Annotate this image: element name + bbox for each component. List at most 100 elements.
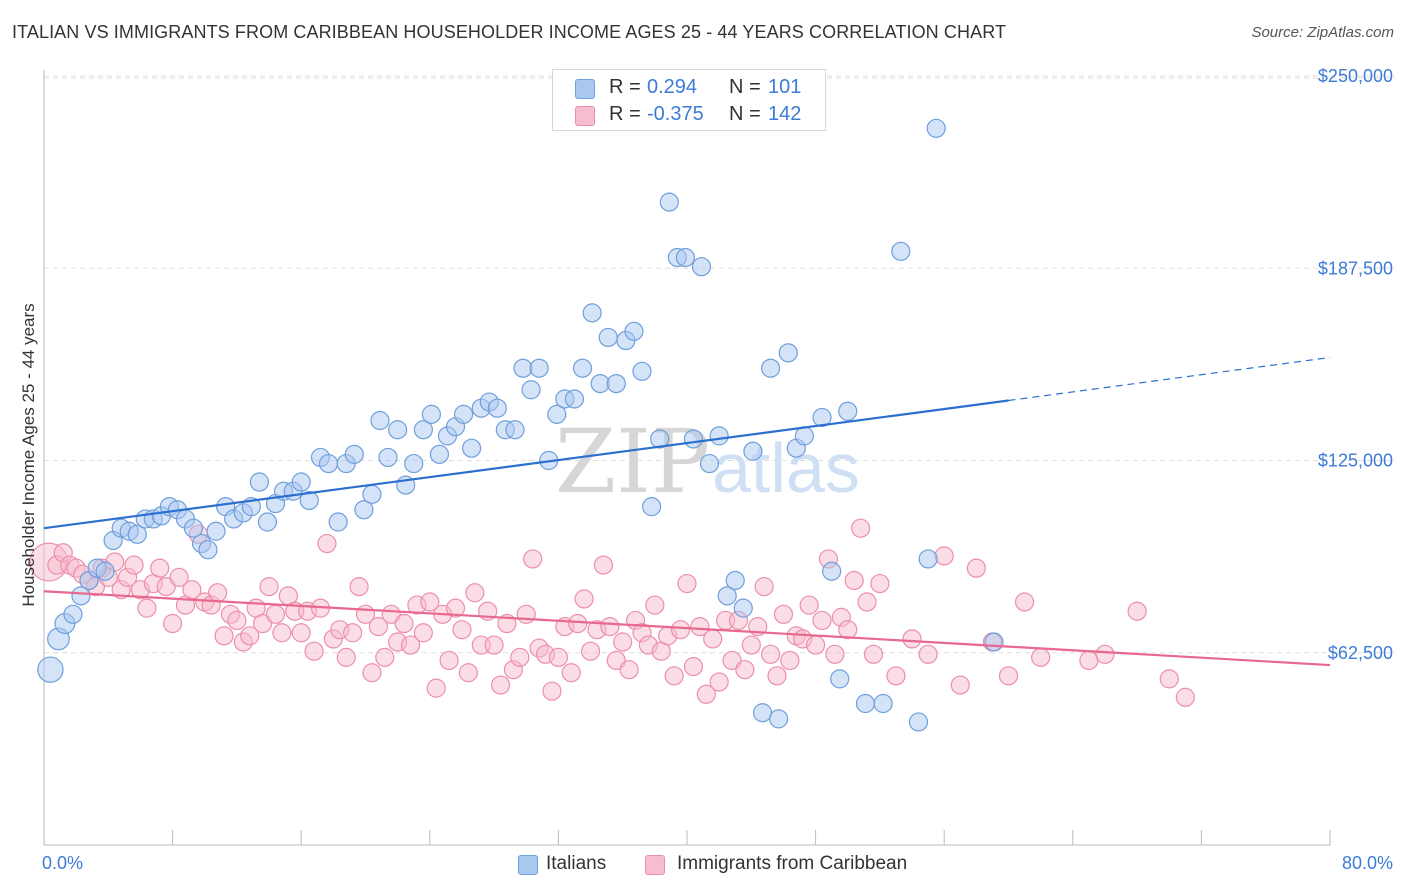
italian-point-81 bbox=[717, 586, 737, 606]
italian-point-7 bbox=[95, 561, 115, 581]
caribbean-point-99 bbox=[677, 573, 697, 594]
caribbean-point-79 bbox=[548, 647, 569, 667]
italian-point-31 bbox=[291, 472, 311, 492]
italian-point-76 bbox=[675, 247, 695, 268]
italian-point-83 bbox=[733, 598, 753, 618]
caribbean-point-90 bbox=[619, 660, 639, 680]
caribbean-point-137 bbox=[998, 666, 1019, 686]
caribbean-point-50 bbox=[362, 663, 382, 683]
caribbean-point-134 bbox=[950, 675, 970, 695]
italian-point-34 bbox=[318, 453, 339, 474]
caribbean-point-73 bbox=[510, 647, 530, 667]
italian-point-93 bbox=[830, 669, 850, 689]
y-tick-label-1: $125,000 bbox=[1318, 451, 1393, 471]
italian-point-90 bbox=[794, 426, 814, 446]
italian-point-58 bbox=[521, 380, 541, 400]
caribbean-point-139 bbox=[1031, 647, 1051, 667]
caribbean-point-127 bbox=[857, 592, 877, 612]
caribbean-point-66 bbox=[465, 583, 485, 603]
caribbean-point-128 bbox=[863, 644, 884, 664]
caribbean-point-17 bbox=[150, 558, 170, 578]
caribbean-point-74 bbox=[516, 604, 536, 624]
italian-point-35 bbox=[328, 512, 348, 532]
caribbean-point-19 bbox=[163, 613, 183, 634]
caribbean-point-122 bbox=[825, 644, 845, 664]
italian-point-78 bbox=[691, 257, 712, 277]
caribbean-point-64 bbox=[452, 620, 472, 640]
caribbean-point-31 bbox=[240, 626, 260, 646]
caribbean-n-value: 142 bbox=[768, 103, 802, 125]
italian-point-100 bbox=[926, 118, 946, 138]
caribbean-point-59 bbox=[420, 592, 440, 612]
italian-point-44 bbox=[404, 453, 424, 474]
caribbean-point-124 bbox=[838, 620, 858, 640]
italian-point-82 bbox=[725, 570, 745, 591]
italian-point-84 bbox=[743, 441, 763, 461]
caribbean-point-78 bbox=[542, 681, 562, 701]
caribbean-point-87 bbox=[600, 617, 620, 637]
caribbean-point-144 bbox=[1175, 687, 1195, 707]
caribbean-point-46 bbox=[336, 647, 356, 667]
italian-point-68 bbox=[606, 374, 626, 394]
bottom-caribbean-label: Immigrants from Caribbean bbox=[677, 853, 908, 874]
caribbean-point-53 bbox=[381, 604, 401, 624]
caribbean-point-69 bbox=[484, 635, 504, 655]
correlation-legend: R = 0.294 N = 101 R = -0.375 N = 142 bbox=[552, 69, 826, 131]
caribbean-point-18 bbox=[156, 577, 176, 597]
caribbean-point-51 bbox=[368, 617, 388, 637]
y-axis-title: Householder Income Ages 25 - 44 years bbox=[19, 303, 38, 606]
italian-point-21 bbox=[206, 521, 226, 541]
caribbean-point-132 bbox=[918, 644, 938, 664]
italian-point-88 bbox=[778, 343, 798, 363]
italian-point-64 bbox=[572, 358, 593, 378]
italians-swatch bbox=[575, 79, 595, 99]
caribbean-point-41 bbox=[304, 641, 324, 661]
caribbean-point-75 bbox=[523, 549, 543, 569]
italian-point-92 bbox=[822, 561, 842, 581]
watermark: ZIP atlas bbox=[555, 410, 860, 513]
caribbean-point-43 bbox=[317, 533, 337, 554]
italians-n-label: N = bbox=[729, 76, 761, 98]
caribbean-point-119 bbox=[805, 635, 826, 655]
italian-point-101 bbox=[984, 632, 1004, 652]
grid-lines bbox=[44, 75, 1395, 654]
italian-point-79 bbox=[699, 453, 720, 474]
trend-lines bbox=[43, 356, 1331, 667]
italians-r-value: 0.294 bbox=[647, 76, 698, 98]
caribbean-point-125 bbox=[844, 570, 864, 591]
caribbean-point-103 bbox=[703, 629, 723, 649]
italian-point-3 bbox=[63, 604, 83, 624]
bottom-italians-label: Italians bbox=[546, 853, 607, 874]
caribbean-point-108 bbox=[735, 660, 755, 680]
caribbean-point-63 bbox=[445, 598, 466, 618]
caribbean-point-112 bbox=[760, 644, 781, 664]
italian-point-61 bbox=[547, 404, 567, 424]
italian-point-27 bbox=[257, 512, 278, 532]
italian-point-18 bbox=[183, 518, 204, 538]
caribbean-point-126 bbox=[851, 518, 871, 538]
caribbean-point-26 bbox=[208, 583, 228, 603]
caribbean-point-143 bbox=[1159, 669, 1179, 689]
bottom-caribbean-swatch bbox=[645, 855, 665, 875]
y-tick-labels: $62,500 $125,000 $187,500 $250,000 bbox=[1318, 66, 1393, 663]
italian-point-72 bbox=[642, 497, 662, 517]
caribbean-point-33 bbox=[253, 613, 273, 634]
caribbean-point-13 bbox=[124, 555, 144, 575]
caribbean-point-86 bbox=[593, 555, 614, 575]
italian-point-41 bbox=[378, 447, 398, 468]
caribbean-point-89 bbox=[613, 632, 633, 652]
italian-point-85 bbox=[752, 703, 773, 723]
italian-point-32 bbox=[299, 490, 319, 511]
italian-point-73 bbox=[650, 429, 670, 449]
caribbean-n-label: N = bbox=[729, 103, 761, 125]
caribbean-point-15 bbox=[137, 598, 157, 618]
caribbean-point-130 bbox=[886, 666, 906, 686]
italian-point-42 bbox=[388, 420, 408, 440]
caribbean-point-114 bbox=[773, 604, 794, 624]
italian-point-59 bbox=[529, 358, 549, 378]
italian-points bbox=[37, 118, 1004, 732]
caribbean-point-36 bbox=[272, 623, 292, 643]
italian-point-65 bbox=[582, 303, 602, 323]
caribbean-point-20 bbox=[169, 567, 189, 587]
caribbean-r-value: -0.375 bbox=[647, 103, 704, 125]
